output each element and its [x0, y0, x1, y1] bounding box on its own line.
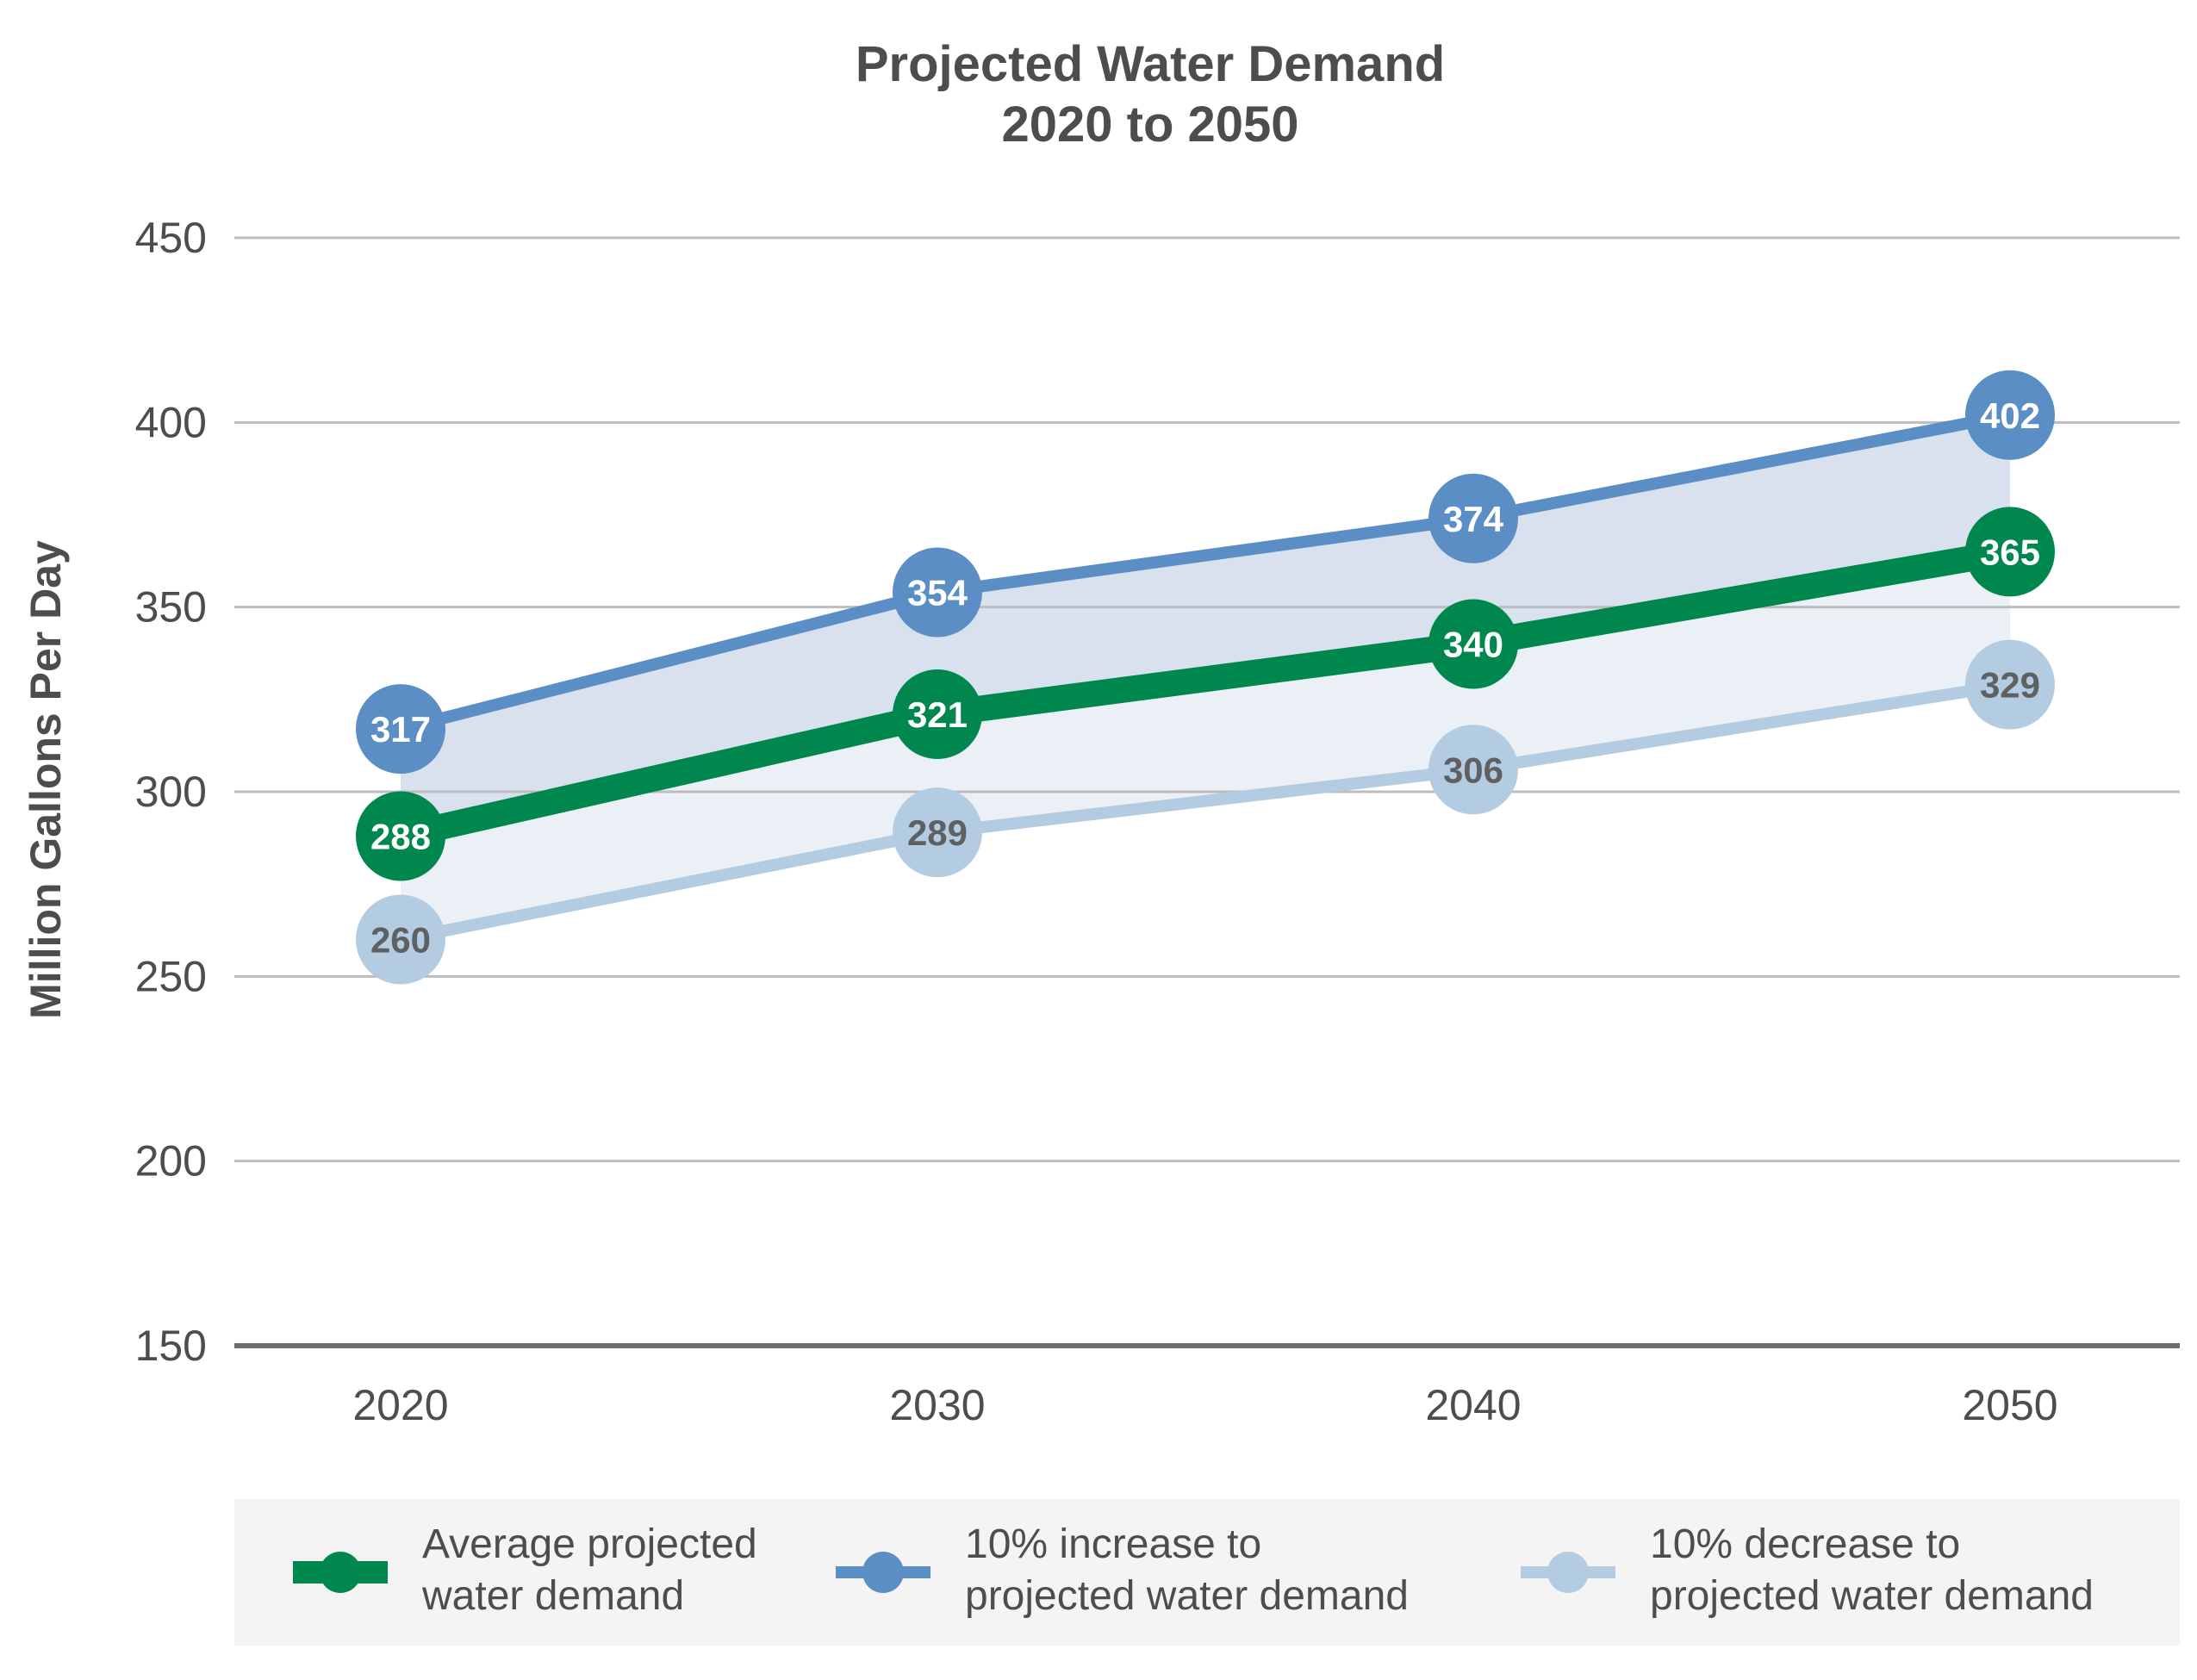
x-axis-ticks: 2020 2030 2040 2050	[352, 1381, 2057, 1429]
y-axis-label: Million Gallons Per Day	[22, 540, 70, 1019]
legend-box	[234, 1499, 2180, 1646]
series-line	[395, 678, 2016, 946]
lower-range-band	[401, 551, 2010, 940]
data-point	[1428, 725, 1518, 815]
data-point	[1965, 370, 2055, 460]
data-point	[893, 669, 982, 759]
data-label: 288	[370, 816, 431, 856]
legend-label: 10% increase to	[965, 1521, 1261, 1567]
legend-swatch-marker	[862, 1552, 904, 1593]
data-label: 329	[1980, 665, 2040, 706]
y-tick-label: 450	[135, 214, 207, 262]
x-tick-label: 2020	[352, 1381, 448, 1429]
data-label: 365	[1980, 532, 2040, 572]
chart-title-line: Projected Water Demand	[856, 36, 1445, 92]
y-tick-label: 400	[135, 398, 207, 446]
legend-label: Average projected	[422, 1521, 757, 1567]
data-label: 340	[1443, 625, 1503, 665]
legend-label: projected water demand	[965, 1573, 1409, 1619]
data-label: 317	[370, 709, 431, 750]
y-tick-label: 150	[135, 1322, 207, 1370]
legend: Average projected water demand 10% increas…	[234, 1499, 2180, 1646]
legend-label: projected water demand	[1650, 1573, 2094, 1619]
series-markers: 260 289 306 329 317 354 374 402 288 321 340 365	[356, 370, 2055, 985]
legend-label: water demand	[421, 1573, 684, 1619]
data-label: 354	[907, 573, 968, 613]
legend-label: 10% decrease to	[1650, 1521, 1960, 1567]
legend-swatch-marker	[1547, 1552, 1589, 1593]
legend-swatch-marker	[320, 1552, 361, 1593]
data-label: 289	[907, 812, 968, 853]
data-point	[356, 684, 445, 775]
x-tick-label: 2050	[1962, 1381, 2057, 1429]
x-tick-label: 2040	[1425, 1381, 1521, 1429]
data-point	[893, 787, 982, 878]
data-point	[1965, 639, 2055, 730]
data-point	[356, 894, 445, 985]
range-bands	[401, 414, 2010, 940]
y-tick-label: 350	[135, 583, 207, 632]
data-label: 402	[1980, 395, 2040, 436]
data-label: 321	[907, 694, 968, 735]
series-line	[395, 408, 2016, 736]
y-tick-label: 250	[135, 952, 207, 1000]
y-axis-ticks: 150 200 250 300 350 400 450	[135, 214, 207, 1370]
data-label: 374	[1443, 499, 1504, 539]
data-point	[1965, 507, 2055, 597]
chart-title-line: 2020 to 2050	[1001, 96, 1298, 152]
upper-range-band	[401, 414, 2010, 837]
y-tick-label: 300	[135, 768, 207, 816]
series-line	[388, 538, 2023, 849]
data-point	[893, 547, 982, 638]
y-tick-label: 200	[135, 1137, 207, 1185]
x-tick-label: 2030	[889, 1381, 985, 1429]
series-lines	[388, 408, 2023, 946]
data-point	[1428, 473, 1518, 563]
data-point	[1428, 599, 1518, 689]
data-label: 306	[1443, 750, 1503, 790]
data-label: 260	[370, 919, 431, 960]
gridlines	[234, 236, 2180, 1348]
data-point	[356, 791, 445, 881]
